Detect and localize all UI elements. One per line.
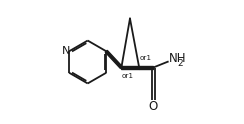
Text: or1: or1 bbox=[140, 55, 152, 61]
Text: N: N bbox=[62, 46, 70, 56]
Text: NH: NH bbox=[169, 52, 187, 65]
Polygon shape bbox=[139, 66, 153, 69]
Polygon shape bbox=[121, 66, 139, 69]
Text: or1: or1 bbox=[122, 73, 134, 79]
Polygon shape bbox=[105, 50, 122, 68]
Text: 2: 2 bbox=[177, 59, 183, 68]
Text: O: O bbox=[149, 100, 158, 113]
